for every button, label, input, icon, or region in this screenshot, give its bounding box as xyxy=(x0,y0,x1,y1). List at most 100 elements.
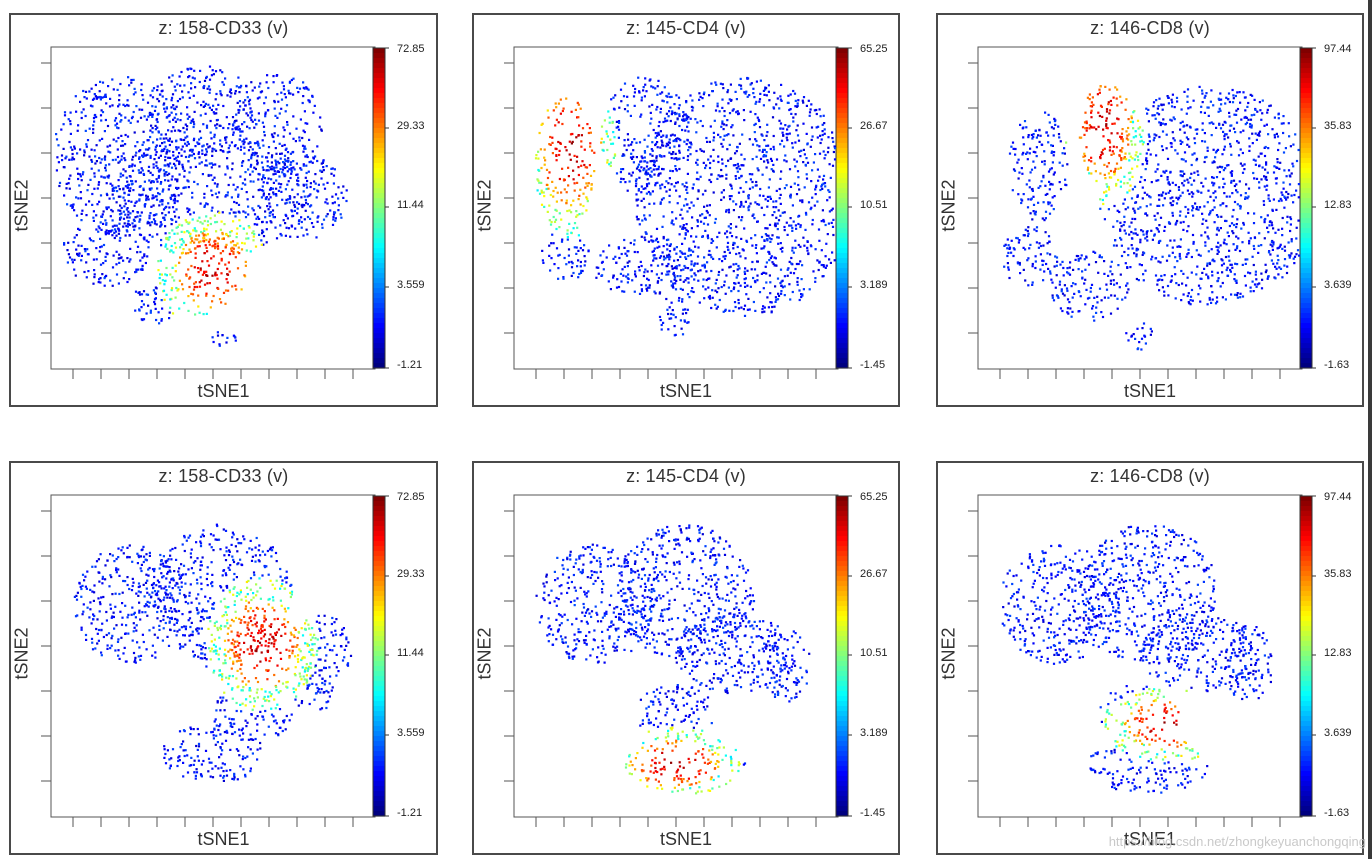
cell-point xyxy=(80,254,83,257)
cell-point xyxy=(674,113,677,116)
cell-point xyxy=(282,161,285,164)
cell-point xyxy=(262,181,265,184)
cell-point xyxy=(166,163,169,166)
cell-point xyxy=(209,217,212,220)
colorbar-band xyxy=(836,228,848,234)
cell-point xyxy=(622,274,625,277)
cell-point xyxy=(679,250,682,253)
cell-point xyxy=(84,129,87,132)
cell-point xyxy=(1287,241,1290,244)
cell-point xyxy=(205,76,208,80)
cell-point xyxy=(681,252,684,255)
cell-point xyxy=(831,225,835,228)
cell-point xyxy=(543,195,546,198)
cell-point xyxy=(766,159,769,162)
cell-point xyxy=(111,158,114,162)
cell-point xyxy=(642,197,645,200)
cell-point xyxy=(212,340,215,344)
cell-point xyxy=(286,151,290,154)
cell-point xyxy=(586,172,589,175)
cell-point xyxy=(805,157,808,160)
cell-point xyxy=(180,192,183,195)
cell-point xyxy=(196,267,200,270)
colorbar-band xyxy=(373,48,385,54)
cell-point xyxy=(185,128,188,131)
cell-point xyxy=(258,233,261,236)
cell-point xyxy=(1265,175,1268,179)
cell-point xyxy=(605,256,608,259)
cell-point xyxy=(254,118,257,121)
cell-point xyxy=(697,279,700,282)
cell-point xyxy=(557,102,560,105)
cell-point xyxy=(681,298,684,301)
cell-point xyxy=(718,110,721,113)
cell-point xyxy=(666,308,669,311)
cell-point xyxy=(256,223,259,226)
cell-point xyxy=(1220,264,1224,267)
cell-point xyxy=(1117,167,1120,170)
cell-point xyxy=(83,270,86,274)
cell-point xyxy=(572,227,575,230)
cell-point xyxy=(679,225,682,228)
cell-point xyxy=(749,110,752,113)
cell-point xyxy=(201,273,204,276)
cell-point xyxy=(748,308,751,311)
cell-point xyxy=(1050,150,1054,153)
cell-point xyxy=(1249,272,1252,275)
cell-point xyxy=(115,263,118,266)
cell-point xyxy=(233,145,236,148)
cell-point xyxy=(705,164,708,167)
cell-point xyxy=(306,203,309,206)
cell-point xyxy=(289,152,292,155)
cell-point xyxy=(170,223,173,226)
cell-point xyxy=(1252,171,1255,175)
cell-point xyxy=(201,173,204,176)
cell-point xyxy=(627,250,630,253)
cell-point xyxy=(164,159,167,162)
cell-point xyxy=(124,143,127,146)
cell-point xyxy=(1238,249,1242,253)
cell-point xyxy=(557,277,560,280)
cell-point xyxy=(1097,125,1100,128)
colorbar-band xyxy=(1300,128,1312,134)
cell-point xyxy=(242,227,245,230)
cell-point xyxy=(744,92,747,95)
cell-point xyxy=(1041,143,1044,146)
cell-point xyxy=(560,199,563,202)
cell-point xyxy=(258,188,261,191)
cell-point xyxy=(193,123,196,126)
colorbar-band xyxy=(1300,218,1312,224)
cell-point xyxy=(675,279,678,282)
cell-point xyxy=(833,259,836,262)
cell-point xyxy=(779,247,782,251)
cell-point xyxy=(261,229,264,232)
cell-point xyxy=(608,121,611,124)
cell-point xyxy=(642,169,645,172)
cell-point xyxy=(190,119,193,122)
cell-point xyxy=(1231,266,1234,269)
cell-point xyxy=(1185,255,1188,258)
cell-point xyxy=(118,213,122,216)
cell-point xyxy=(1267,231,1270,234)
cell-point xyxy=(118,112,121,115)
cell-point xyxy=(626,95,629,98)
cell-point xyxy=(679,287,682,290)
cell-point xyxy=(293,203,296,207)
cell-point xyxy=(104,164,107,167)
cell-point xyxy=(144,261,147,265)
cell-point xyxy=(1011,141,1015,144)
cell-point xyxy=(220,257,223,260)
cell-point xyxy=(683,119,686,122)
colorbar-band xyxy=(836,328,848,334)
cell-point xyxy=(1146,143,1150,146)
cell-point xyxy=(685,100,688,103)
cell-point xyxy=(172,193,176,197)
cell-point xyxy=(128,175,131,178)
cell-point xyxy=(783,285,786,288)
cell-point xyxy=(1020,198,1023,201)
cell-point xyxy=(1286,196,1289,199)
cell-point xyxy=(688,146,691,149)
cell-point xyxy=(148,147,151,150)
cell-point xyxy=(809,145,812,148)
cell-point xyxy=(251,231,254,235)
